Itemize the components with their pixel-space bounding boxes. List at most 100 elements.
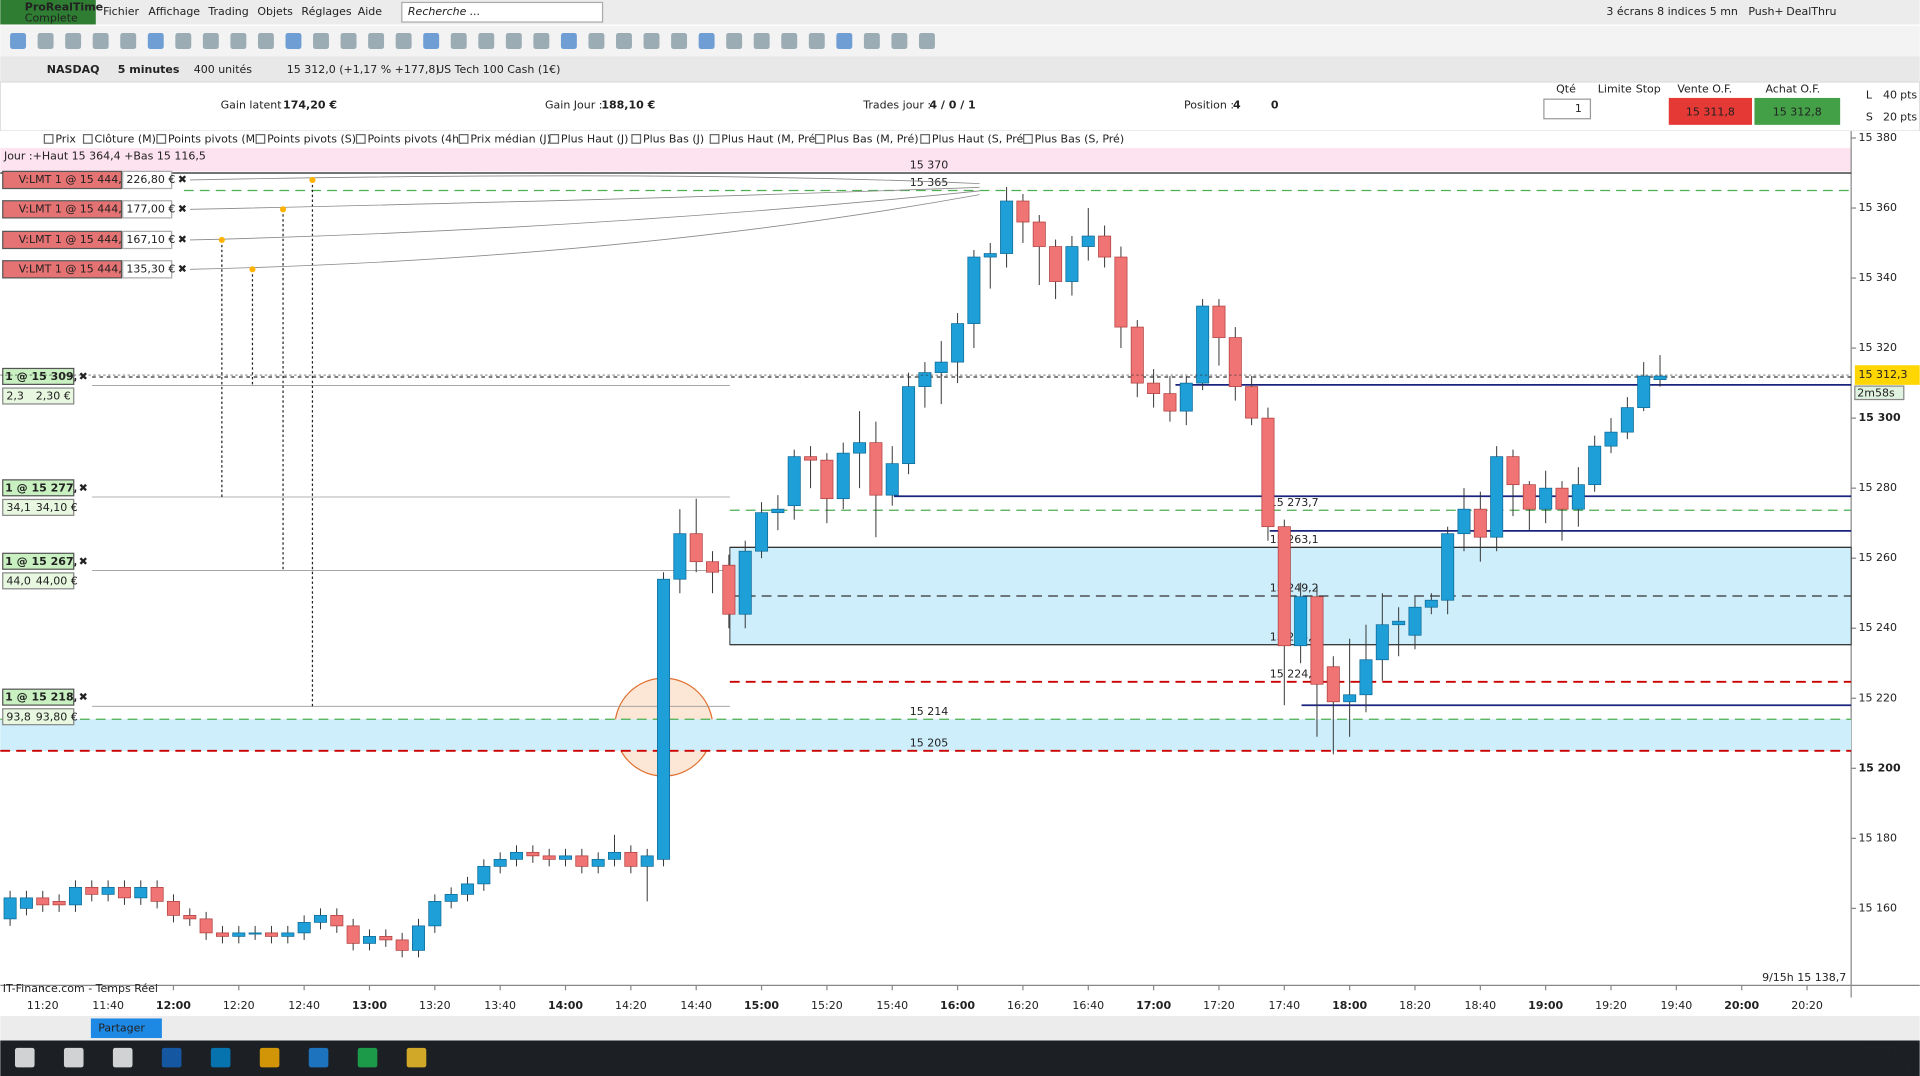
tool-icon[interactable] [120,33,137,49]
tool-icon[interactable] [65,33,82,49]
indicator-tab[interactable]: Plus Bas (S, Pré) [1035,133,1124,146]
position-box[interactable] [2,367,75,385]
tool-icon[interactable] [368,33,385,49]
taskbar-icon[interactable] [161,1047,182,1068]
share-button[interactable] [90,1018,162,1039]
search-box[interactable] [401,1,604,23]
tp-box[interactable] [2,200,123,219]
taskbar-icon[interactable] [308,1047,329,1068]
qty-input[interactable] [1543,98,1592,120]
tp-box[interactable] [2,230,123,250]
sell-price[interactable]: 15 311,8 [1686,106,1735,119]
indicator-tab[interactable]: Plus Bas (M, Pré) [827,133,919,146]
position-close[interactable] [76,554,90,568]
tool-icon[interactable] [863,33,880,49]
buy-price[interactable]: 15 312,8 [1773,106,1822,119]
tool-icon[interactable] [781,33,798,49]
menu-right-item[interactable]: 3 écrans 8 indices 5 mn [1606,5,1738,18]
indicator-tab[interactable]: Plus Haut (M, Pré) [721,133,819,146]
menu-item[interactable]: Trading [207,5,248,18]
tool-icon[interactable] [10,33,26,49]
position-box[interactable] [2,552,75,570]
tool-icon[interactable] [808,33,825,49]
menu-item[interactable]: Fichier [103,5,139,18]
indicator-tab[interactable]: Clôture (M) [95,133,156,146]
taskbar-icon[interactable] [112,1047,133,1068]
tool-icon[interactable] [588,33,605,49]
tool-icon[interactable] [313,33,329,49]
indicator-checkbox[interactable] [549,134,560,144]
indicator-checkbox[interactable] [709,134,720,144]
tool-icon[interactable] [37,33,54,49]
tp-box[interactable] [2,260,123,279]
tool-icon[interactable] [726,33,743,49]
position-close[interactable] [76,369,90,384]
menu-item[interactable]: Réglages [301,5,351,18]
menu-right-item[interactable]: Push+ [1748,5,1783,18]
menu-item[interactable]: Aide [358,5,383,18]
tool-icon[interactable] [643,33,660,49]
position-box[interactable] [2,479,75,497]
tool-icon[interactable] [450,33,467,49]
menu-item[interactable]: Objets [257,5,293,18]
tool-icon[interactable] [836,33,853,49]
tool-icon[interactable] [918,33,935,49]
tp-box[interactable] [2,170,123,190]
tool-icon[interactable] [175,33,192,49]
taskbar-icon[interactable] [63,1047,84,1068]
tool-icon[interactable] [533,33,550,49]
logo[interactable] [0,0,96,25]
tool-icon[interactable] [423,33,440,49]
indicator-checkbox[interactable] [255,134,266,144]
indicator-checkbox[interactable] [920,134,931,144]
tool-icon[interactable] [257,33,274,49]
tool-icon[interactable] [671,33,688,49]
tool-icon[interactable] [560,33,577,49]
tool-icon[interactable] [698,33,715,49]
taskbar-icon[interactable] [406,1047,427,1068]
indicator-tab[interactable]: Plus Haut (J) [561,133,629,146]
indicator-checkbox[interactable] [814,134,825,144]
tool-icon[interactable] [505,33,522,49]
tool-icon[interactable] [147,33,164,49]
tool-icon[interactable] [230,33,247,49]
tool-icon[interactable] [616,33,632,49]
indicator-checkbox[interactable] [458,134,469,144]
position-close[interactable] [76,481,90,495]
position-close[interactable] [76,690,90,704]
indicator-tab[interactable]: Prix médian (J) [470,133,551,146]
tool-icon[interactable] [753,33,770,49]
indicator-checkbox[interactable] [156,134,167,144]
indicator-tab[interactable]: Prix [55,133,76,146]
tool-icon[interactable] [340,33,357,49]
indicator-tab[interactable]: Points pivots (M) [168,133,259,146]
position-box[interactable] [2,688,75,706]
taskbar-icon[interactable] [357,1047,378,1068]
indicator-tab[interactable]: Plus Haut (S, Pré) [932,133,1028,146]
indicator-tab[interactable]: Points pivots (4h) [368,133,464,146]
tool-icon[interactable] [285,33,302,49]
indicator-checkbox[interactable] [82,134,93,144]
indicator-tab[interactable]: Points pivots (S) [267,133,356,146]
period[interactable]: 5 minutes [118,63,180,76]
indicator-checkbox[interactable] [631,134,642,144]
share[interactable]: Partager [98,1021,145,1034]
units[interactable]: 400 unités [194,63,253,76]
taskbar-icon[interactable] [14,1047,35,1068]
menu-item[interactable]: Affichage [148,5,200,18]
tool-icon[interactable] [202,33,219,49]
taskbar-icon[interactable] [210,1047,231,1068]
menu-right-item[interactable]: DealThru [1786,5,1836,18]
indicator-checkbox[interactable] [43,134,54,144]
tool-icon[interactable] [478,33,495,49]
tool-icon[interactable] [891,33,908,49]
tool-icon[interactable] [395,33,412,49]
market[interactable]: NASDAQ [47,63,100,76]
buy-button[interactable] [1754,97,1841,125]
taskbar-icon[interactable] [259,1047,280,1068]
indicator-checkbox[interactable] [355,134,366,144]
indicator-checkbox[interactable] [1023,134,1033,144]
sell-button[interactable] [1668,97,1753,125]
tool-icon[interactable] [92,33,109,49]
indicator-tab[interactable]: Plus Bas (J) [643,133,704,146]
